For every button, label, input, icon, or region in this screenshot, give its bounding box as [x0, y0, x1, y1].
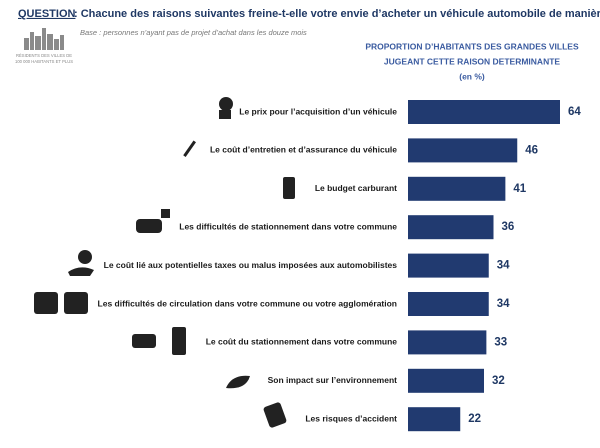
category-label: Le prix pour l’acquisition d’un véhicule	[239, 106, 397, 116]
category-label: Le coût d’entretien et d’assurance du vé…	[210, 145, 397, 155]
value-label: 64	[568, 106, 581, 118]
bar	[408, 176, 506, 201]
category-label: Le budget carburant	[315, 183, 397, 193]
header: JUGEANT CETTE RAISON DETERMINANTE	[384, 56, 560, 66]
subtitle: Base : personnes n’ayant pas de projet d…	[80, 28, 307, 37]
value-label: 33	[494, 336, 507, 348]
bar	[408, 330, 487, 355]
bar	[408, 292, 489, 316]
logo-text: 100 000 HABITANTS ET PLUS	[15, 59, 73, 64]
value-label: 22	[468, 413, 481, 425]
value-label: 36	[502, 221, 515, 233]
logo-text: RÉSIDENTS DES VILLES DE	[16, 53, 72, 58]
header: PROPORTION D’HABITANTS DES GRANDES VILLE…	[365, 41, 579, 51]
value-label: 34	[497, 298, 510, 310]
logo	[24, 28, 64, 50]
category-label: Les risques d’accident	[305, 413, 397, 423]
category-label: Son impact sur l’environnement	[268, 375, 398, 385]
category-label: Le coût lié aux potentielles taxes ou ma…	[104, 260, 398, 270]
value-label: 46	[525, 144, 538, 156]
bar	[408, 100, 560, 124]
icons	[34, 97, 295, 428]
category-label: Le coût du stationnement dans votre comm…	[206, 337, 398, 347]
value-label: 41	[513, 183, 526, 195]
question-label: QUESTION	[18, 8, 76, 20]
bar	[408, 407, 461, 432]
chart-title: : Chacune des raisons suivantes freine-t…	[74, 8, 600, 20]
bar	[408, 215, 494, 240]
bar	[408, 253, 489, 278]
category-label: Les difficultés de stationnement dans vo…	[179, 221, 397, 231]
header: (en %)	[459, 71, 485, 81]
bar	[408, 368, 484, 393]
value-label: 32	[492, 375, 505, 387]
value-label: 34	[497, 260, 510, 272]
bar	[408, 138, 518, 163]
category-label: Les difficultés de circulation dans votr…	[98, 298, 397, 308]
